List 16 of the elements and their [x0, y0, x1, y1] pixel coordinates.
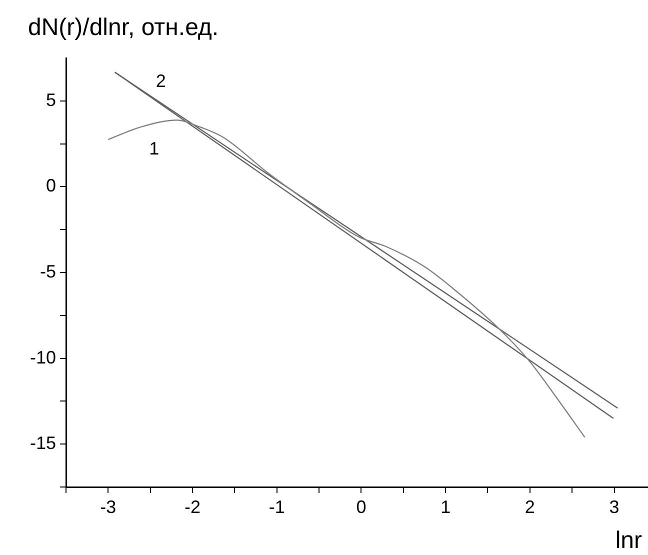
x-tick-label: -2	[184, 496, 201, 517]
y-tick-label: -15	[30, 433, 56, 454]
x-tick-label: -1	[268, 496, 285, 517]
series-label: 2	[156, 71, 166, 92]
y-tick-label: -5	[40, 261, 56, 282]
x-tick-label: 0	[356, 496, 366, 517]
x-tick-label: 2	[524, 496, 535, 517]
y-tick-label: 0	[46, 176, 56, 196]
x-tick-label: 1	[440, 496, 451, 517]
x-axis-title: lnr	[615, 527, 642, 555]
x-tick-label: -3	[100, 496, 116, 517]
y-tick-label: -10	[30, 347, 56, 368]
y-axis-title: dN(r)/dlnr, отн.ед.	[28, 14, 219, 42]
y-tick-label: 5	[46, 90, 56, 110]
x-tick-label: 3	[609, 496, 620, 517]
series-label: 1	[149, 138, 160, 158]
